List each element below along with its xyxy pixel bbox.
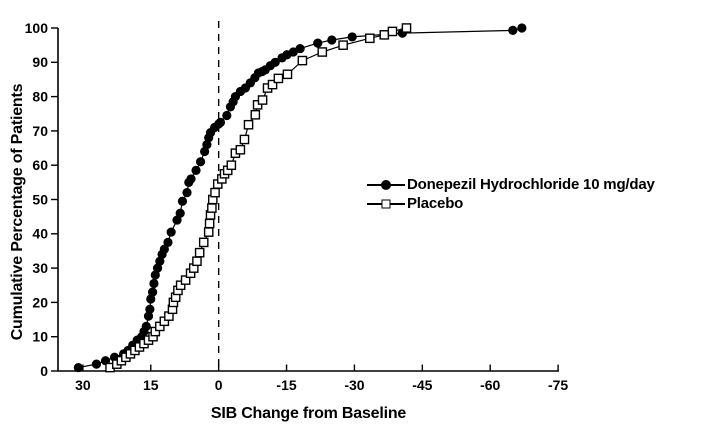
y-tick-label-10: 10 bbox=[32, 329, 48, 345]
legend-label-placebo: Placebo bbox=[407, 195, 464, 212]
x-tick-label-30: 30 bbox=[75, 377, 91, 393]
x-tick-label-15: 15 bbox=[143, 377, 159, 393]
data-point-placebo bbox=[235, 144, 246, 155]
legend-label-donepezil: Donepezil Hydrochloride 10 mg/day bbox=[407, 176, 655, 193]
legend-swatch-donepezil bbox=[367, 178, 405, 192]
data-point-placebo bbox=[282, 69, 293, 80]
data-point-placebo bbox=[250, 109, 261, 120]
data-point-donepezil bbox=[313, 38, 323, 48]
data-point-placebo bbox=[317, 47, 328, 57]
data-point-donepezil bbox=[270, 57, 280, 67]
x-axis-title: SIB Change from Baseline bbox=[210, 405, 407, 422]
data-point-donepezil bbox=[141, 321, 151, 332]
y-tick-label-90: 90 bbox=[32, 54, 48, 70]
data-point-placebo bbox=[338, 40, 348, 50]
legend-row-donepezil: Donepezil Hydrochloride 10 mg/day bbox=[367, 175, 655, 194]
data-point-placebo bbox=[192, 256, 202, 267]
data-point-placebo bbox=[297, 55, 308, 66]
data-point-donepezil bbox=[517, 23, 527, 33]
data-point-placebo bbox=[257, 95, 268, 105]
data-point-donepezil bbox=[143, 311, 154, 321]
y-tick-label-0: 0 bbox=[40, 363, 48, 379]
y-tick-label-50: 50 bbox=[32, 191, 48, 207]
y-tick-label-40: 40 bbox=[32, 226, 48, 242]
x-tick-label--75: -75 bbox=[548, 377, 568, 393]
y-tick-label-80: 80 bbox=[32, 89, 48, 105]
y-tick-label-70: 70 bbox=[32, 123, 48, 139]
legend-swatch-placebo bbox=[367, 197, 405, 211]
x-tick-label--60: -60 bbox=[480, 377, 500, 393]
y-tick-label-100: 100 bbox=[25, 20, 49, 36]
data-point-donepezil bbox=[145, 304, 155, 314]
data-point-donepezil bbox=[175, 208, 185, 218]
data-point-donepezil bbox=[288, 47, 298, 57]
data-point-placebo bbox=[401, 23, 412, 33]
x-tick-label--15: -15 bbox=[276, 377, 296, 393]
data-point-placebo bbox=[204, 218, 215, 229]
data-point-placebo bbox=[239, 134, 250, 145]
x-tick-label--45: -45 bbox=[412, 377, 432, 393]
data-point-placebo bbox=[198, 237, 209, 248]
data-point-donepezil bbox=[166, 227, 176, 237]
data-point-placebo bbox=[226, 160, 237, 171]
data-point-donepezil bbox=[149, 278, 159, 289]
legend-row-placebo: Placebo bbox=[367, 194, 655, 213]
data-point-placebo bbox=[210, 187, 220, 198]
data-point-donepezil bbox=[191, 165, 201, 175]
data-point-placebo bbox=[180, 275, 191, 285]
data-point-donepezil bbox=[347, 32, 357, 42]
open-square-marker-icon bbox=[381, 199, 391, 208]
data-point-donepezil bbox=[147, 287, 158, 297]
filled-circle-marker-icon bbox=[381, 179, 391, 190]
data-point-placebo bbox=[207, 203, 217, 213]
data-point-donepezil bbox=[73, 362, 83, 373]
data-point-placebo bbox=[267, 79, 278, 90]
data-point-donepezil bbox=[91, 359, 102, 369]
data-point-placebo bbox=[203, 227, 214, 237]
data-point-donepezil bbox=[177, 196, 188, 206]
data-point-donepezil bbox=[195, 157, 206, 167]
data-point-placebo bbox=[194, 247, 205, 258]
data-point-donepezil bbox=[327, 35, 337, 45]
y-tick-label-20: 20 bbox=[32, 294, 48, 310]
data-point-donepezil bbox=[215, 117, 226, 127]
data-point-donepezil bbox=[508, 25, 518, 36]
data-point-placebo bbox=[379, 30, 390, 40]
x-tick-label--30: -30 bbox=[344, 377, 364, 393]
data-point-placebo bbox=[365, 33, 375, 44]
data-point-donepezil bbox=[186, 174, 196, 184]
data-point-placebo bbox=[387, 26, 398, 37]
data-point-donepezil bbox=[222, 110, 232, 121]
data-point-placebo bbox=[243, 119, 254, 130]
data-point-donepezil bbox=[295, 43, 305, 54]
y-axis-title: Cumulative Percentage of Patients bbox=[9, 83, 26, 341]
y-tick-label-30: 30 bbox=[32, 260, 48, 276]
data-point-placebo bbox=[252, 100, 263, 110]
data-point-placebo bbox=[273, 73, 284, 84]
legend: Donepezil Hydrochloride 10 mg/day Placeb… bbox=[367, 175, 655, 213]
x-tick-label-0: 0 bbox=[215, 377, 223, 393]
data-point-donepezil bbox=[159, 244, 169, 254]
data-point-donepezil bbox=[182, 188, 192, 198]
data-point-donepezil bbox=[172, 215, 182, 225]
y-tick-label-60: 60 bbox=[32, 157, 48, 173]
data-point-donepezil bbox=[163, 237, 173, 247]
data-point-placebo bbox=[175, 280, 186, 291]
